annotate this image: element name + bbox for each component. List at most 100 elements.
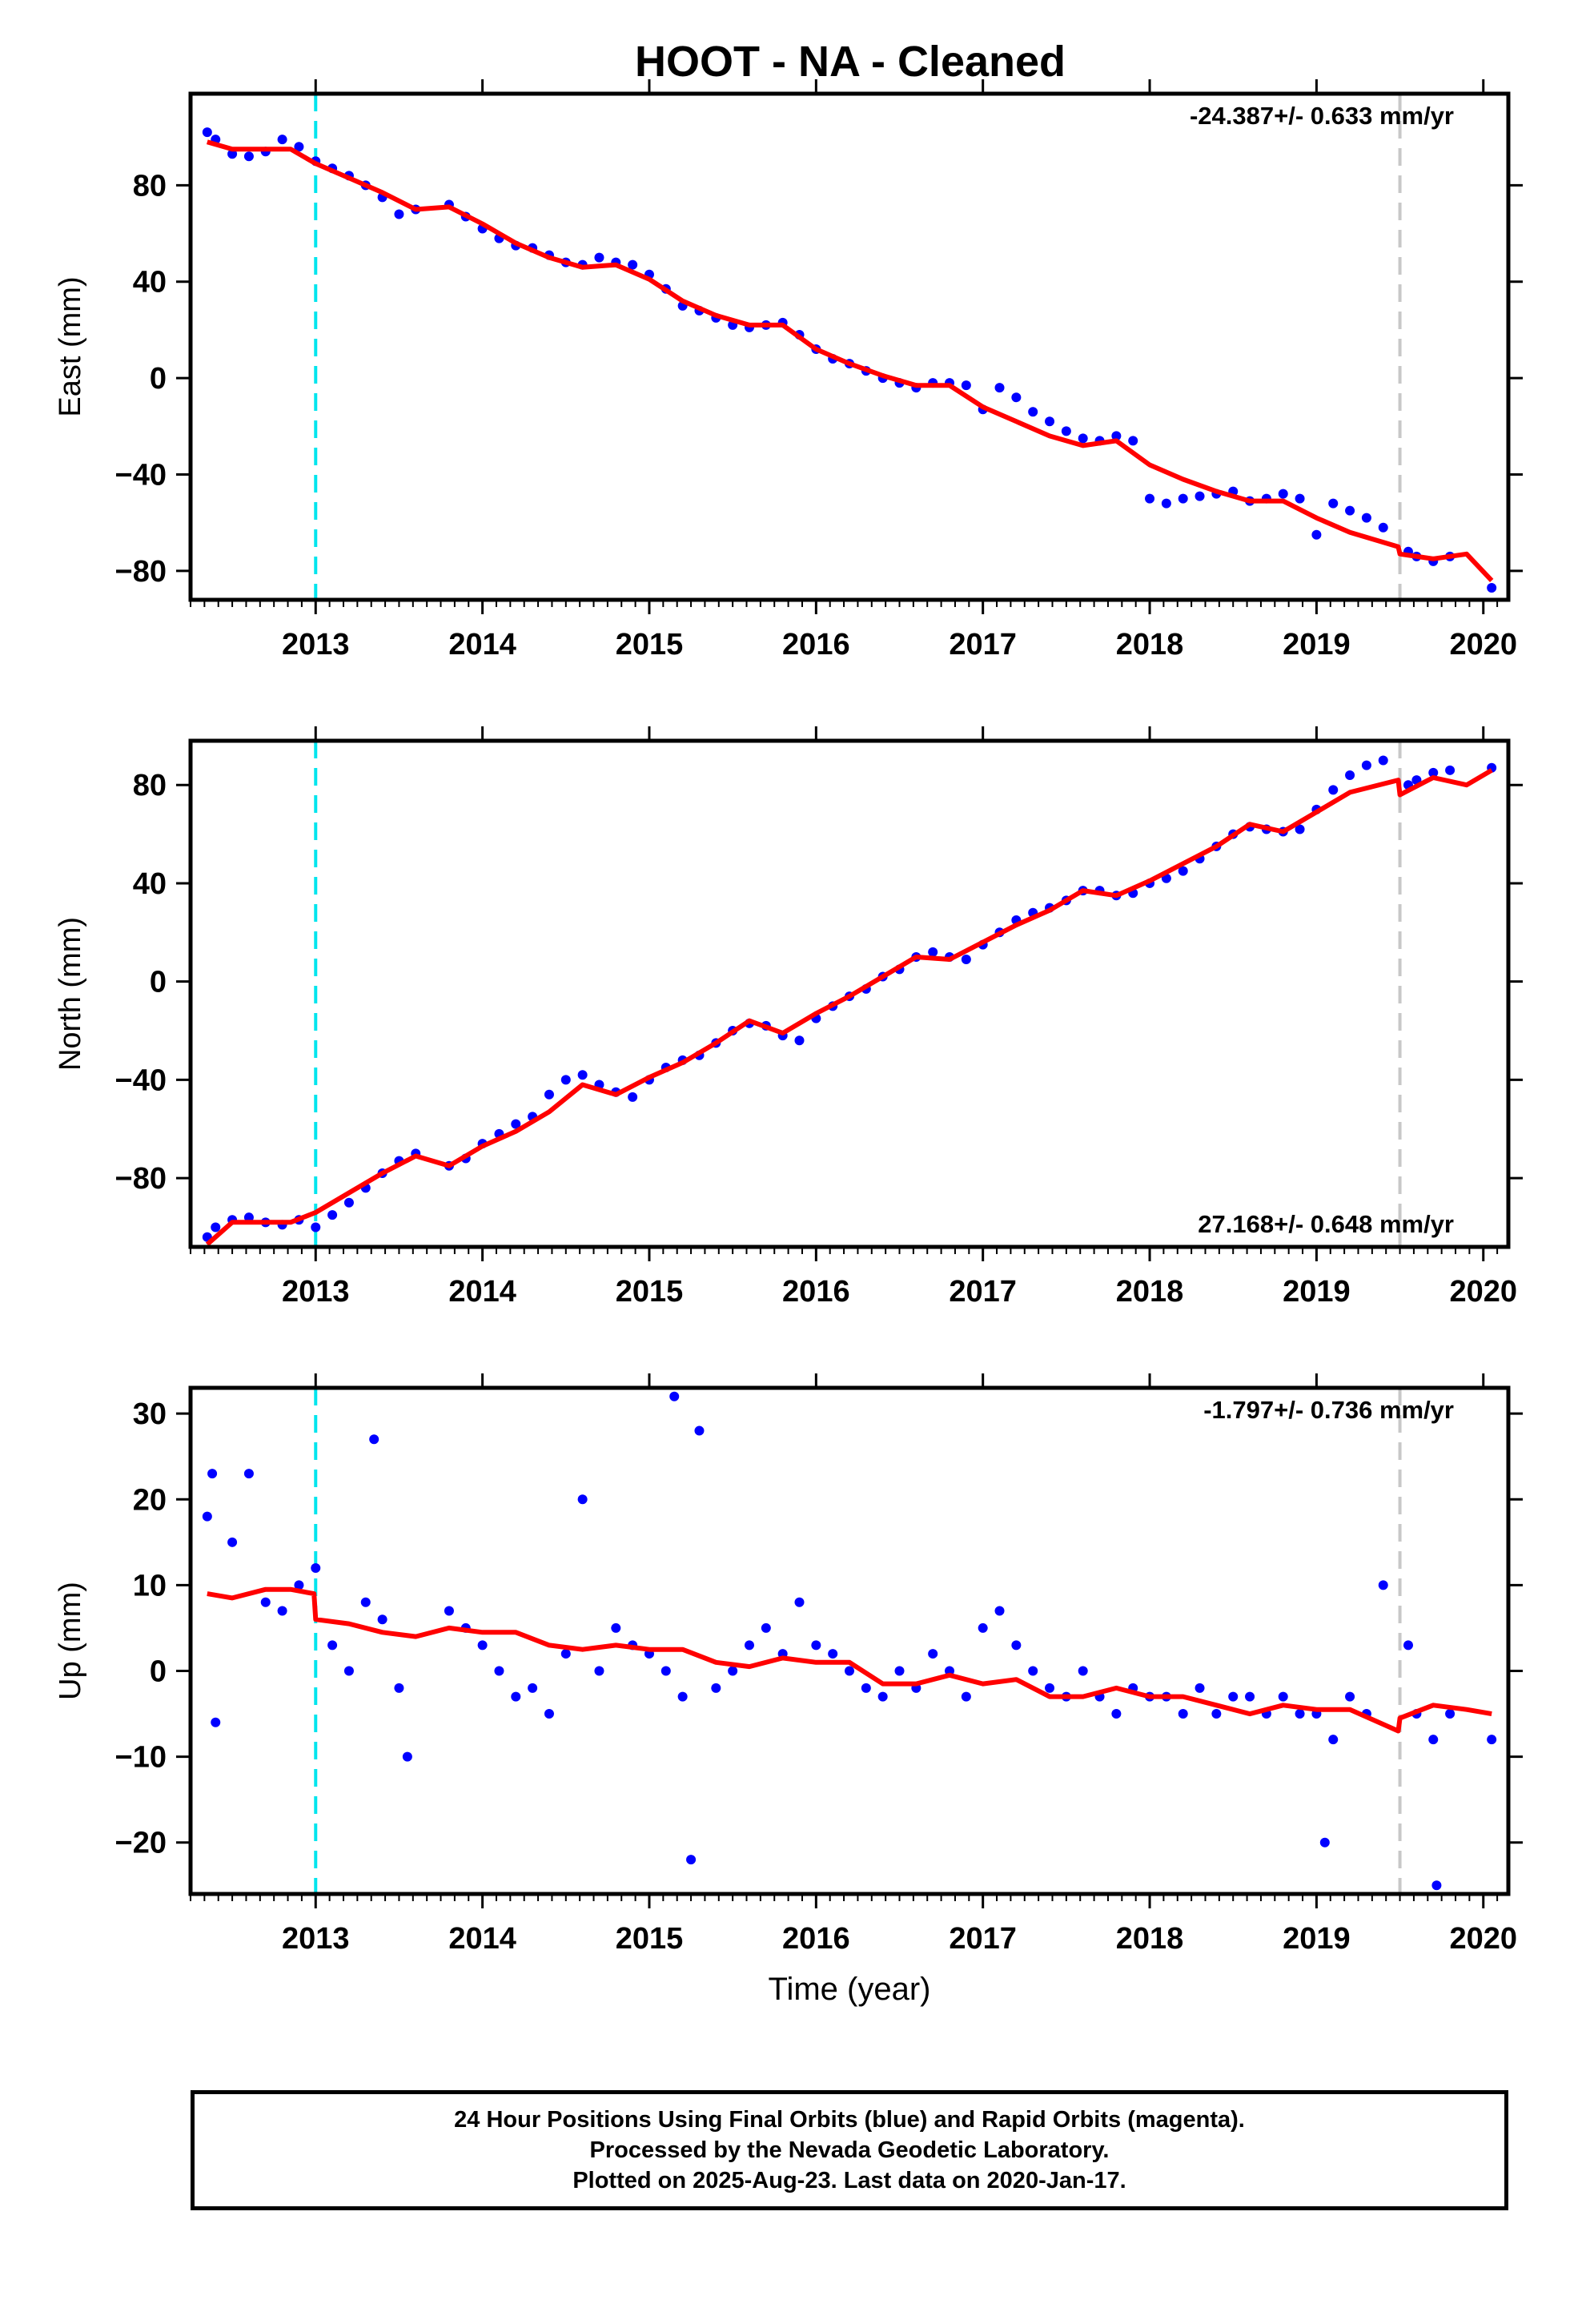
x-tick-label: 2020 <box>1449 628 1517 661</box>
x-tick-label: 2015 <box>616 1275 684 1309</box>
data-point <box>1319 1837 1330 1848</box>
x-axis-label: Time (year) <box>769 1972 931 2007</box>
x-tick-label: 2018 <box>1116 1922 1184 1956</box>
data-point <box>1487 582 1497 593</box>
data-point <box>1195 1683 1205 1693</box>
x-tick-label: 2017 <box>949 628 1017 661</box>
y-tick-label: 40 <box>133 867 167 901</box>
info-footer: 24 Hour Positions Using Final Orbits (bl… <box>191 2090 1508 2210</box>
x-tick-label: 2017 <box>949 1922 1017 1956</box>
fit-line <box>205 768 1493 1247</box>
data-point <box>369 1434 379 1445</box>
data-point <box>1145 493 1155 504</box>
data-point <box>327 1640 338 1651</box>
data-point <box>1278 489 1288 499</box>
data-point <box>1111 431 1122 441</box>
data-point <box>1431 1880 1442 1891</box>
y-tick-label: −80 <box>115 555 167 589</box>
data-point <box>1011 1640 1022 1651</box>
data-point <box>928 947 938 957</box>
y-tick-label: 30 <box>133 1397 167 1431</box>
data-point <box>394 209 404 219</box>
data-point <box>327 1210 338 1220</box>
data-point <box>1361 513 1371 523</box>
data-point <box>560 1075 571 1085</box>
data-point <box>1295 493 1305 504</box>
data-point <box>877 1691 888 1702</box>
data-point <box>694 1425 705 1436</box>
data-point <box>477 1640 488 1651</box>
data-point <box>1295 1709 1305 1719</box>
data-point <box>544 1709 554 1719</box>
data-point <box>243 1469 254 1479</box>
data-point <box>277 1606 287 1616</box>
data-point <box>1378 522 1388 533</box>
data-point <box>402 1751 412 1762</box>
data-point <box>628 1092 638 1102</box>
data-point <box>894 1666 905 1676</box>
data-point <box>1078 1666 1088 1676</box>
data-point <box>494 1666 504 1676</box>
data-point <box>202 127 212 138</box>
data-point <box>544 1089 554 1100</box>
data-point <box>861 1683 871 1693</box>
data-point <box>1311 529 1322 540</box>
data-point <box>1028 407 1038 417</box>
x-tick-label: 2014 <box>448 1922 516 1956</box>
data-point <box>1028 1666 1038 1676</box>
y-tick-label: 40 <box>133 266 167 300</box>
data-point <box>961 955 971 965</box>
north-plot-area <box>202 755 1497 1247</box>
data-point <box>243 1212 254 1223</box>
data-point <box>1378 755 1388 766</box>
data-point <box>444 1606 454 1616</box>
data-point <box>811 1640 821 1651</box>
data-point <box>202 1511 212 1522</box>
data-point <box>928 1649 938 1659</box>
data-point <box>1128 436 1138 446</box>
data-point <box>1428 1735 1439 1745</box>
y-tick-label: −40 <box>115 459 167 493</box>
data-point <box>794 1035 805 1046</box>
data-point <box>594 252 604 263</box>
x-tick-label: 2018 <box>1116 1275 1184 1309</box>
data-point <box>1345 1691 1355 1702</box>
data-point <box>828 1649 838 1659</box>
data-point <box>1111 1709 1122 1719</box>
data-point <box>1445 1709 1456 1719</box>
data-point <box>343 1666 354 1676</box>
data-point <box>1487 1735 1497 1745</box>
north-frame <box>188 738 1511 1249</box>
y-axis-label: Up (mm) <box>54 1582 87 1700</box>
x-tick-label: 2016 <box>782 628 850 661</box>
y-tick-label: −10 <box>115 1741 167 1775</box>
data-point <box>794 1597 805 1607</box>
x-tick-label: 2019 <box>1283 628 1351 661</box>
data-point <box>628 259 638 270</box>
footer-line-1: 24 Hour Positions Using Final Orbits (bl… <box>454 2107 1245 2133</box>
y-tick-label: 0 <box>150 966 167 999</box>
data-point <box>343 1197 354 1208</box>
data-point <box>1061 426 1071 436</box>
data-point <box>669 1391 680 1401</box>
data-point <box>761 1622 771 1633</box>
rate-annotation: 27.168+/- 0.648 mm/yr <box>1198 1210 1454 1238</box>
data-point <box>528 1683 538 1693</box>
data-point <box>207 1469 218 1479</box>
up-plot-area <box>202 1391 1497 1891</box>
y-axis-label: North (mm) <box>54 917 87 1071</box>
data-point <box>1403 1640 1413 1651</box>
data-point <box>227 1537 238 1547</box>
data-point <box>260 1597 271 1607</box>
data-point <box>1345 770 1355 780</box>
data-point <box>211 1717 221 1727</box>
data-point <box>294 1580 304 1590</box>
x-tick-label: 2019 <box>1283 1275 1351 1309</box>
rate-annotation: -24.387+/- 0.633 mm/yr <box>1190 102 1454 130</box>
y-axis-label: East (mm) <box>54 276 87 416</box>
data-point <box>1195 491 1205 501</box>
x-tick-label: 2020 <box>1449 1275 1517 1309</box>
data-point <box>577 1070 588 1080</box>
data-point <box>1378 1580 1388 1590</box>
